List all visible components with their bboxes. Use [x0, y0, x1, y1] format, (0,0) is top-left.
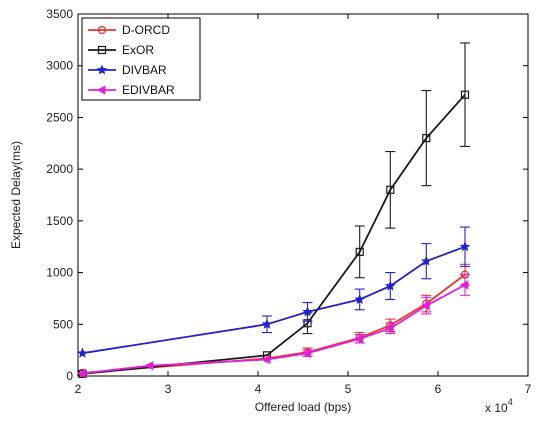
- y-tick-label: 3000: [46, 59, 73, 73]
- data-point: [459, 280, 469, 290]
- x-axis-multiplier-base: x 10: [485, 401, 508, 415]
- y-tick-label: 500: [53, 317, 73, 331]
- data-point: [355, 247, 364, 256]
- data-point: [384, 280, 396, 291]
- data-point: [384, 323, 394, 334]
- x-tick-label: 2: [75, 382, 82, 396]
- data-point: [386, 185, 395, 194]
- data-point: [422, 134, 431, 143]
- series-exor: [78, 42, 470, 379]
- data-point: [261, 354, 271, 365]
- y-tick-label: 1000: [46, 266, 73, 280]
- y-tick-label: 2500: [46, 110, 73, 124]
- axis-ticks: 2 3 4 5 6 7 0 500 1000 1500 2000 2500 3000 3500: [46, 7, 531, 396]
- legend-item-d-orcd: D-ORCD: [88, 23, 170, 37]
- series-line: [82, 94, 466, 375]
- legend-marker: [96, 64, 108, 75]
- data-point: [354, 293, 365, 304]
- legend-item-edivbar: EDIVBAR: [88, 83, 175, 97]
- data-point: [354, 334, 364, 344]
- x-tick-label: 6: [435, 382, 442, 396]
- legend-marker: [97, 25, 107, 35]
- data-point: [302, 348, 311, 358]
- data-point: [77, 347, 88, 358]
- series-layer: [77, 42, 471, 379]
- data-point: [144, 360, 154, 371]
- series-divbar: [77, 226, 471, 358]
- legend-marker: [97, 45, 107, 55]
- data-point: [261, 318, 273, 329]
- data-point: [302, 306, 313, 317]
- series-edivbar: [77, 274, 470, 379]
- y-tick-label: 1500: [46, 214, 73, 228]
- y-axis-label: Expected Delay(ms): [9, 141, 23, 249]
- legend-label: DIVBAR: [122, 63, 167, 77]
- x-tick-label: 7: [525, 382, 532, 396]
- data-point: [459, 241, 471, 252]
- legend-item-divbar: DIVBAR: [88, 63, 167, 77]
- legend-marker: [96, 85, 106, 95]
- data-point: [420, 255, 432, 266]
- legend-label: D-ORCD: [122, 23, 170, 37]
- y-tick-label: 2000: [46, 162, 73, 176]
- legend-items: D-ORCD ExOR DIVBAR EDIVBAR: [88, 23, 175, 97]
- data-point: [420, 301, 430, 311]
- legend: D-ORCD ExOR DIVBAR EDIVBAR: [81, 17, 201, 101]
- legend-label: EDIVBAR: [122, 83, 175, 97]
- y-tick-label: 3500: [46, 7, 73, 21]
- x-tick-label: 4: [255, 382, 262, 396]
- x-axis-multiplier: x 104: [485, 397, 513, 415]
- data-point: [77, 368, 86, 379]
- y-tick-label: 0: [66, 369, 73, 383]
- legend-item-exor: ExOR: [88, 43, 154, 57]
- x-tick-label: 3: [165, 382, 172, 396]
- legend-box: [81, 17, 201, 101]
- x-axis-label: Offered load (bps): [255, 400, 352, 414]
- legend-label: ExOR: [122, 43, 154, 57]
- data-point: [460, 90, 470, 99]
- x-axis-multiplier-exponent: 4: [508, 397, 513, 407]
- series-line: [82, 284, 466, 375]
- x-tick-label: 5: [345, 382, 352, 396]
